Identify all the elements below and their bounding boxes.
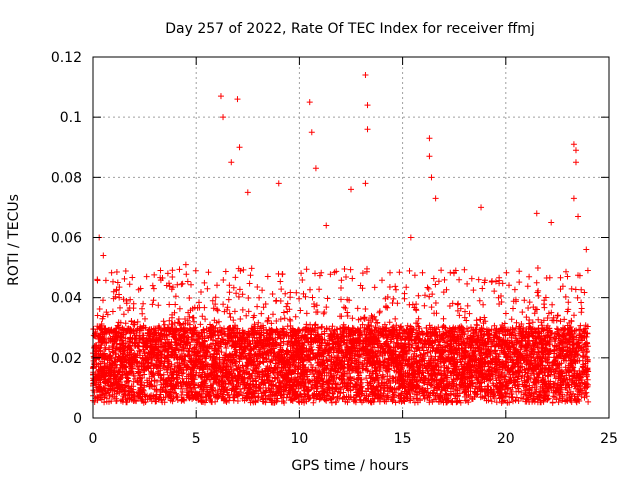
peak-point bbox=[312, 165, 319, 172]
peak-point bbox=[362, 180, 369, 187]
peak-point bbox=[575, 213, 582, 220]
peak-point bbox=[306, 99, 313, 106]
peak-point bbox=[432, 195, 439, 202]
y-tick-label: 0 bbox=[73, 411, 82, 427]
y-tick-label: 0.12 bbox=[51, 50, 82, 66]
peak-point bbox=[428, 174, 435, 181]
x-tick-label: 10 bbox=[290, 431, 308, 447]
x-tick-label: 25 bbox=[600, 431, 618, 447]
x-axis-label: GPS time / hours bbox=[291, 458, 408, 474]
peak-point bbox=[583, 246, 590, 253]
peak-point bbox=[364, 126, 371, 133]
y-axis-label: ROTI / TECUs bbox=[6, 194, 22, 286]
peak-point bbox=[570, 195, 577, 202]
peak-point bbox=[533, 210, 540, 217]
y-tick-label: 0.04 bbox=[51, 291, 82, 307]
peak-point bbox=[228, 159, 235, 166]
peak-point bbox=[570, 141, 577, 148]
peak-point bbox=[478, 204, 485, 211]
peak-point bbox=[182, 261, 189, 268]
peak-point bbox=[220, 114, 227, 121]
peak-point bbox=[143, 273, 150, 280]
data-points bbox=[90, 72, 592, 406]
peak-point bbox=[407, 234, 414, 241]
peak-point bbox=[362, 72, 369, 79]
peak-point bbox=[572, 159, 579, 166]
x-tick-label: 15 bbox=[394, 431, 412, 447]
x-tick-label: 0 bbox=[89, 431, 98, 447]
background-points bbox=[90, 265, 592, 406]
y-tick-label: 0.02 bbox=[51, 351, 82, 367]
peak-point bbox=[308, 129, 315, 136]
peak-point bbox=[100, 252, 107, 259]
peak-point bbox=[548, 219, 555, 226]
y-tick-label: 0.1 bbox=[60, 110, 82, 126]
peak-point bbox=[217, 93, 224, 100]
y-tick-label: 0.08 bbox=[51, 170, 82, 186]
peak-point bbox=[364, 102, 371, 109]
peak-point bbox=[323, 222, 330, 229]
axis-ticks: 0 0.02 0.04 0.06 0.08 0.1 0.12 0 5 10 15 20 25 bbox=[51, 50, 618, 447]
peak-point bbox=[236, 144, 243, 151]
peak-point bbox=[234, 96, 241, 103]
peak-point bbox=[426, 135, 433, 142]
x-tick-label: 20 bbox=[497, 431, 515, 447]
peak-point bbox=[275, 180, 282, 187]
x-tick-label: 5 bbox=[192, 431, 201, 447]
y-tick-label: 0.06 bbox=[51, 231, 82, 247]
peak-point bbox=[348, 186, 354, 193]
peak-point bbox=[572, 147, 579, 154]
peak-point bbox=[244, 189, 251, 196]
chart-title: Day 257 of 2022, Rate Of TEC Index for r… bbox=[165, 21, 535, 37]
peak-point bbox=[426, 153, 433, 160]
